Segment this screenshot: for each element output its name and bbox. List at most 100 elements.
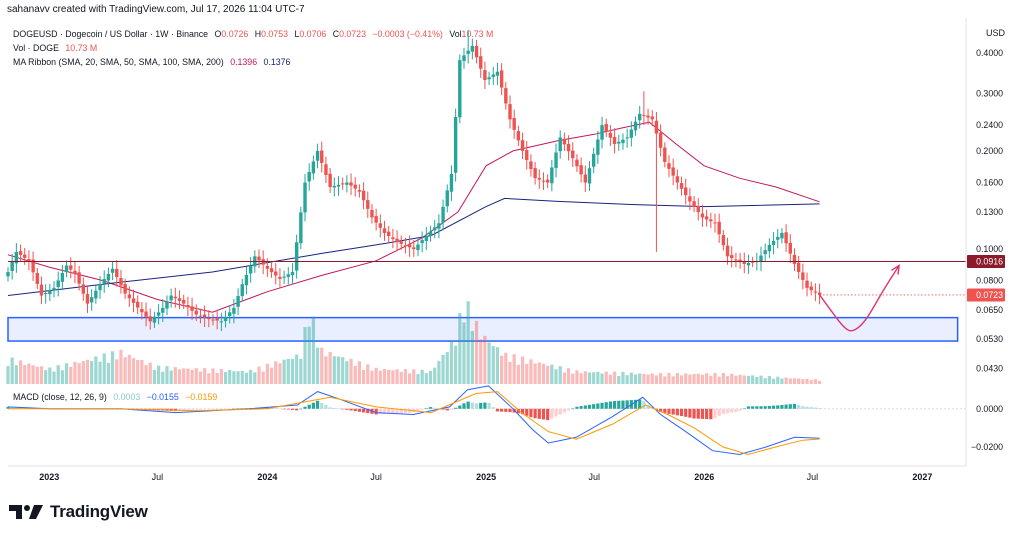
macd-histogram-bar xyxy=(692,408,696,419)
volume-bar xyxy=(554,369,558,384)
candle-body xyxy=(56,280,60,288)
candle-body xyxy=(709,219,713,222)
macd-histogram-bar xyxy=(449,408,454,410)
candle-body xyxy=(441,206,445,223)
volume-bar xyxy=(412,369,416,384)
volume-bar xyxy=(608,374,613,384)
volume-bar xyxy=(462,322,466,384)
candle-body xyxy=(600,125,604,140)
volume-bar xyxy=(479,339,483,384)
volume-bar xyxy=(35,366,39,384)
macd-histogram-bar xyxy=(387,408,391,414)
volume-bar xyxy=(177,369,182,384)
candle-body xyxy=(499,70,504,88)
time-tick-label: Jul xyxy=(370,472,382,482)
volume-row: Vol · DOGE 10.73 M xyxy=(13,41,493,55)
candle-body xyxy=(792,254,797,264)
volume-bar xyxy=(512,354,516,384)
volume-bar xyxy=(776,376,780,384)
candle-body xyxy=(257,256,261,261)
candle-body xyxy=(135,301,140,308)
volume-bar xyxy=(713,373,717,384)
ma-ribbon-value-2: 0.1376 xyxy=(263,57,291,67)
candle-body xyxy=(194,310,198,315)
volume-bar xyxy=(454,345,458,384)
macd-histogram-bar xyxy=(290,408,295,410)
volume-indicator-label[interactable]: Vol · DOGE xyxy=(13,43,59,53)
resistance-price-label: 0.0916 xyxy=(976,257,1003,267)
macd-histogram-bar xyxy=(596,403,600,409)
candle-body xyxy=(520,140,525,151)
volume-bar xyxy=(529,359,533,384)
volume-bar xyxy=(433,367,437,384)
candle-body xyxy=(512,117,516,130)
volume-bar xyxy=(357,361,362,384)
candle-body xyxy=(345,182,349,185)
candle-body xyxy=(399,241,403,244)
volume-bar xyxy=(638,373,642,384)
volume-bar xyxy=(290,358,295,384)
macd-histogram-bar xyxy=(788,404,792,409)
macd-histogram-bar xyxy=(207,408,211,410)
volume-bar xyxy=(583,371,587,384)
volume-bar xyxy=(144,365,148,384)
macd-histogram-bar xyxy=(688,408,692,418)
ma-ribbon-long-line xyxy=(7,197,820,296)
volume-bar xyxy=(81,361,85,384)
candle-body xyxy=(445,190,449,207)
candle-body xyxy=(646,115,650,118)
volume-bar xyxy=(813,379,817,384)
volume-label: Vol xyxy=(449,29,462,39)
macd-histogram-bar xyxy=(186,408,190,411)
volume-bar xyxy=(361,370,366,384)
volume-bar xyxy=(692,374,696,384)
projection-path xyxy=(818,265,900,332)
candle-body xyxy=(558,137,562,152)
candle-body xyxy=(328,173,332,188)
candle-body xyxy=(487,77,491,80)
volume-bar xyxy=(617,376,621,384)
ma-ribbon-label[interactable]: MA Ribbon (SMA, 20, SMA, 50, SMA, 100, S… xyxy=(13,57,224,67)
macd-histogram-bar xyxy=(508,408,512,413)
candle-body xyxy=(537,178,541,180)
macd-histogram-bar xyxy=(717,408,721,416)
macd-histogram-bar xyxy=(374,408,378,415)
volume-bar xyxy=(642,373,646,384)
volume-bar xyxy=(249,369,253,384)
candle-body xyxy=(215,318,219,321)
volume-bar xyxy=(157,365,161,384)
macd-histogram-bar xyxy=(663,408,667,413)
volume-bar xyxy=(90,361,94,384)
candle-body xyxy=(529,161,533,170)
volume-bar xyxy=(399,371,403,384)
macd-histogram-bar xyxy=(353,408,357,412)
candle-body xyxy=(725,245,730,257)
candle-body xyxy=(516,131,521,141)
macd-histogram-bar xyxy=(575,406,579,409)
macd-histogram-bar xyxy=(219,408,223,410)
candle-body xyxy=(248,265,253,274)
macd-histogram-bar xyxy=(734,408,738,412)
candle-body xyxy=(550,167,554,184)
candle-body xyxy=(604,123,608,132)
volume-bar xyxy=(458,313,462,384)
price-tick-label: 0.3000 xyxy=(976,89,1003,99)
volume-bar xyxy=(328,351,332,384)
macd-label[interactable]: MACD (close, 12, 26, 9) xyxy=(13,392,107,402)
volume-bar xyxy=(353,365,357,384)
macd-legend: MACD (close, 12, 26, 9) 0.0003 −0.0155 −… xyxy=(13,392,217,402)
volume-bar xyxy=(182,368,186,384)
symbol-label[interactable]: DOGEUSD · Dogecoin / US Dollar · 1W · Bi… xyxy=(13,29,209,39)
volume-bar xyxy=(232,371,236,384)
macd-histogram-bar xyxy=(675,408,679,416)
price-tick-label: 0.2000 xyxy=(976,146,1003,156)
volume-bar xyxy=(508,361,512,384)
candle-body xyxy=(382,228,387,234)
volume-bar xyxy=(240,370,244,384)
candle-body xyxy=(784,232,788,244)
volume-bar xyxy=(207,373,211,384)
tradingview-logo-icon xyxy=(9,505,43,519)
price-tick-label: 0.1000 xyxy=(976,244,1003,254)
candle-body xyxy=(31,259,35,273)
